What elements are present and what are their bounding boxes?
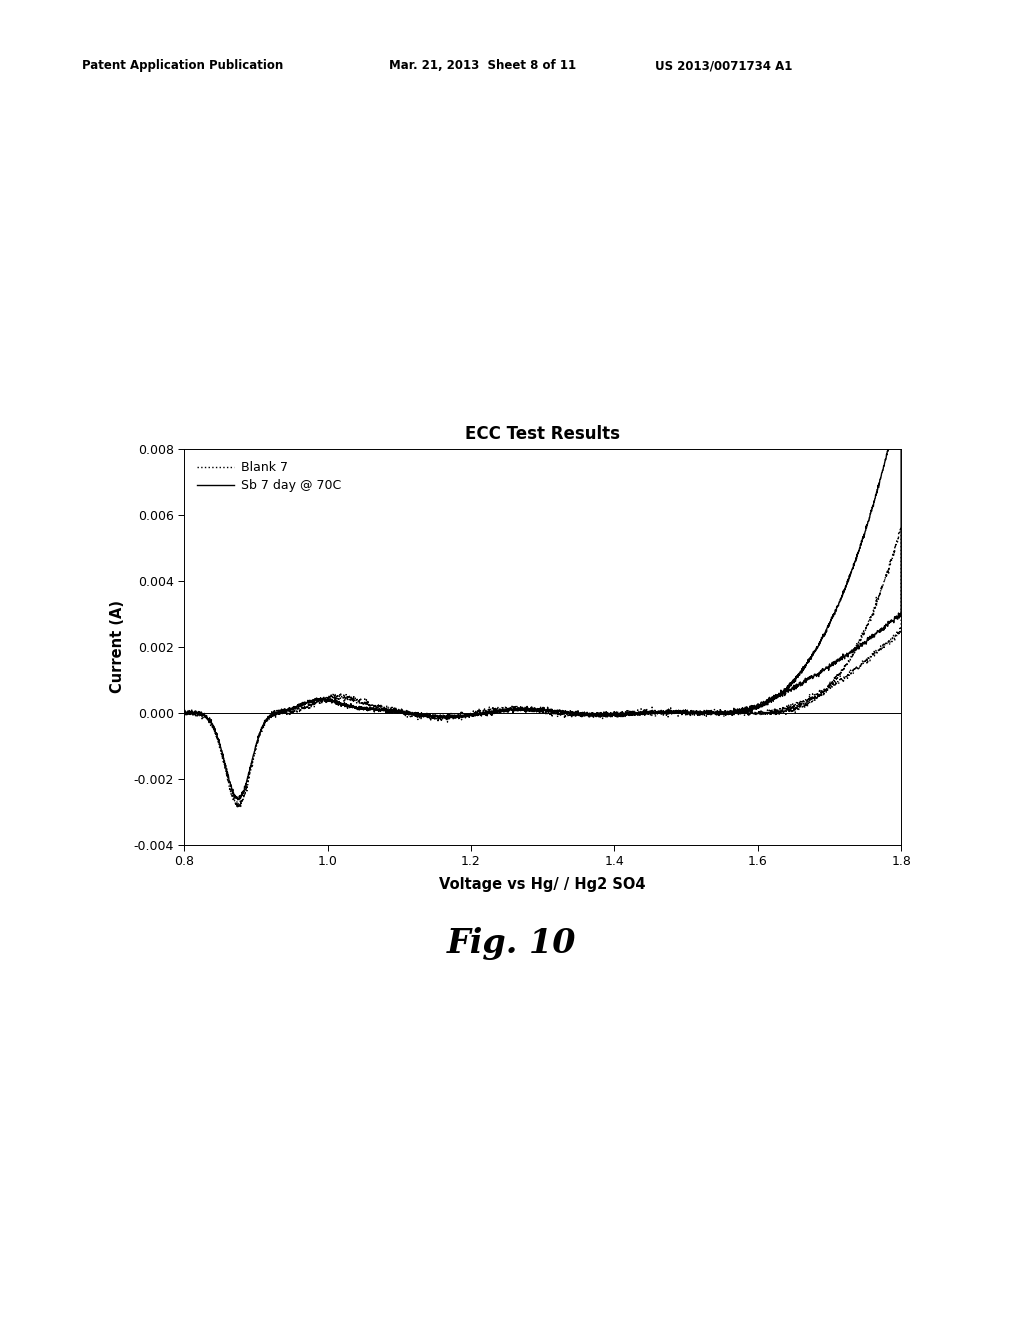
Blank 7 — [178, 704, 190, 719]
Blank 7 — [829, 677, 842, 693]
Blank 7 — [354, 693, 367, 709]
Sb 7 day @ 70C — [231, 792, 244, 808]
Sb 7 day @ 70C — [895, 388, 907, 404]
Sb 7 day @ 70C — [813, 665, 825, 681]
X-axis label: Voltage vs Hg/ / Hg2 SO4: Voltage vs Hg/ / Hg2 SO4 — [439, 876, 646, 891]
Text: Mar. 21, 2013  Sheet 8 of 11: Mar. 21, 2013 Sheet 8 of 11 — [389, 59, 577, 73]
Title: ECC Test Results: ECC Test Results — [465, 425, 621, 444]
Legend: Blank 7, Sb 7 day @ 70C: Blank 7, Sb 7 day @ 70C — [190, 455, 347, 499]
Text: Fig. 10: Fig. 10 — [447, 927, 577, 961]
Sb 7 day @ 70C — [851, 545, 863, 561]
Blank 7 — [847, 661, 859, 677]
Blank 7 — [622, 704, 634, 719]
Line: Blank 7: Blank 7 — [184, 527, 901, 808]
Blank 7 — [762, 705, 774, 721]
Sb 7 day @ 70C — [660, 705, 673, 721]
Text: Patent Application Publication: Patent Application Publication — [82, 59, 284, 73]
Sb 7 day @ 70C — [883, 615, 895, 631]
Text: US 2013/0071734 A1: US 2013/0071734 A1 — [655, 59, 793, 73]
Sb 7 day @ 70C — [734, 704, 746, 719]
Sb 7 day @ 70C — [723, 705, 735, 721]
Blank 7 — [895, 519, 907, 535]
Blank 7 — [798, 694, 810, 710]
Line: Sb 7 day @ 70C: Sb 7 day @ 70C — [184, 396, 901, 800]
Y-axis label: Current (A): Current (A) — [111, 601, 125, 693]
Blank 7 — [231, 800, 244, 816]
Sb 7 day @ 70C — [600, 709, 612, 725]
Blank 7 — [748, 706, 760, 722]
Sb 7 day @ 70C — [178, 705, 190, 721]
